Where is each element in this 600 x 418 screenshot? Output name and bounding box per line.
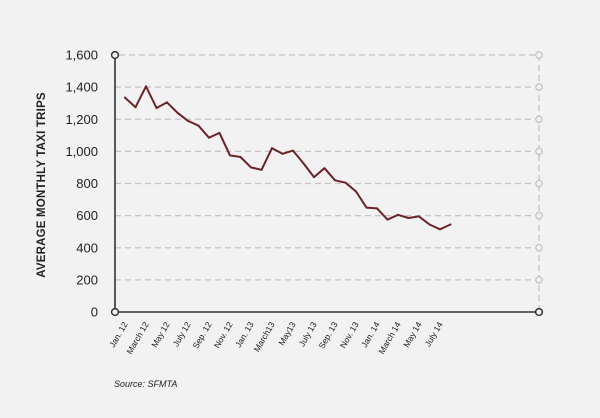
y-tick-label: 1,000 (65, 144, 98, 159)
data-point (187, 119, 189, 122)
data-point (323, 167, 326, 170)
data-point (250, 166, 252, 169)
y-tick-label: 400 (76, 240, 98, 255)
y-tick-label: 1,600 (65, 48, 98, 63)
y-tick-label: 600 (76, 208, 98, 223)
y-tick-label: 1,400 (65, 80, 98, 95)
right-tick-marker (535, 211, 543, 220)
data-point (218, 131, 221, 134)
data-point (439, 228, 441, 231)
data-point (302, 162, 305, 165)
right-tick-marker (535, 179, 543, 188)
data-point (260, 168, 263, 171)
data-point (397, 213, 399, 216)
data-point (124, 96, 126, 99)
data-point (145, 85, 147, 88)
axes (110, 50, 544, 317)
right-tick-marker (535, 51, 543, 59)
axis-end-marker (110, 50, 120, 60)
source-note: Source: SFMTA (114, 379, 177, 389)
y-tick-labels: 0 200 400 600 800 1,000 1,200 1,400 1,600 (65, 48, 98, 320)
data-point (239, 155, 242, 158)
right-tick-marker (535, 147, 543, 156)
gridlines (115, 54, 539, 281)
data-point (449, 223, 452, 226)
series-group (124, 85, 452, 231)
data-point (386, 218, 389, 221)
y-tick-label: 0 (91, 305, 98, 320)
data-point (197, 124, 200, 127)
right-tick-marker (535, 115, 543, 124)
data-point (281, 152, 284, 155)
data-point (355, 190, 357, 193)
data-point (344, 181, 347, 184)
data-point (292, 149, 294, 152)
axis-end-marker (110, 307, 120, 317)
data-point (208, 136, 210, 139)
right-tick-marker (535, 243, 543, 252)
y-tick-label: 800 (76, 176, 98, 191)
data-point (134, 106, 137, 109)
data-point (271, 147, 273, 150)
data-point (428, 223, 431, 226)
y-tick-label: 200 (76, 272, 98, 287)
data-point (365, 206, 368, 209)
series-line (124, 85, 452, 231)
data-point (334, 179, 336, 182)
data-point (313, 176, 315, 179)
right-tick-marker (535, 276, 543, 284)
right-tick-marker (535, 83, 543, 91)
data-point (407, 217, 410, 220)
data-point (176, 111, 179, 114)
data-point (166, 101, 168, 104)
data-point (229, 154, 231, 157)
axis-end-marker (534, 307, 544, 317)
data-point (155, 107, 158, 110)
data-point (376, 207, 378, 210)
y-tick-label: 1,200 (65, 112, 98, 127)
y-axis-title: AVERAGE MONTHLY TAXI TRIPS (36, 92, 48, 278)
data-point (418, 215, 420, 218)
